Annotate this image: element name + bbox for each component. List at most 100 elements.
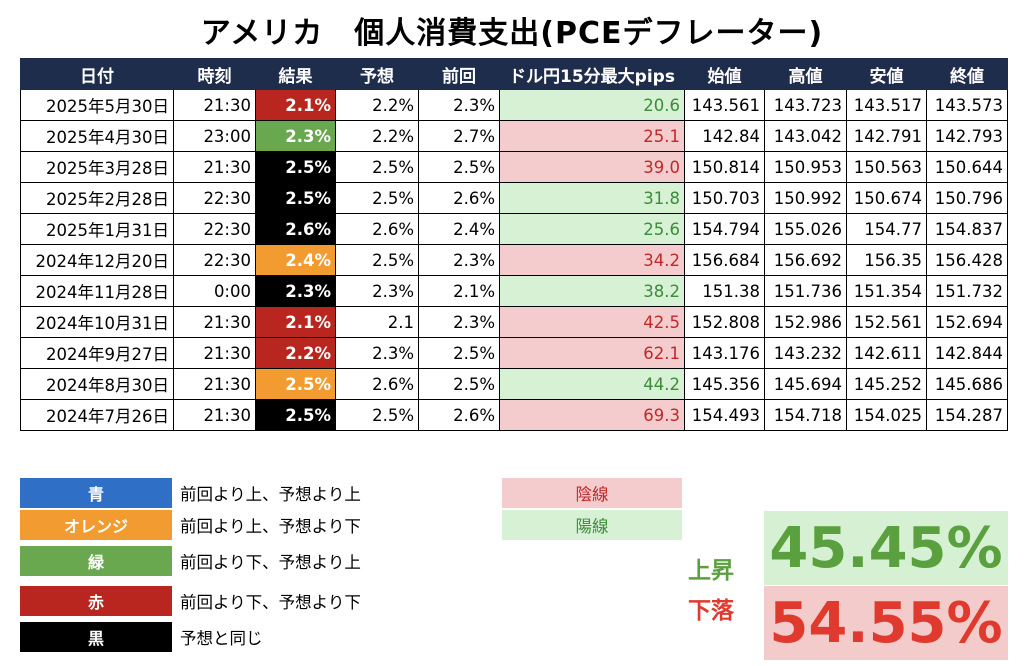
row-date: 2025年4月30日 (20, 120, 174, 152)
row-date: 2024年12月20日 (20, 244, 174, 276)
row-result: 2.2% (255, 337, 336, 369)
row-date: 2024年8月30日 (20, 368, 174, 400)
legend-description: 予想と同じ (180, 629, 263, 648)
row-date: 2024年11月28日 (20, 275, 174, 307)
row-forecast: 2.5% (335, 399, 419, 431)
row-result: 2.4% (255, 244, 336, 276)
table-row: 2025年5月30日 21:30 2.1% 2.2% 2.3% 20.6 143.561 14… (20, 89, 1008, 121)
pce-table: 日付 時刻 結果 予想 前回 ドル円15分最大pips 始値 高値 安値 終値 … (20, 58, 1008, 431)
header-close: 終値 (926, 58, 1008, 90)
row-time: 21:30 (173, 368, 256, 400)
row-low: 152.561 (846, 306, 927, 338)
row-high: 155.026 (764, 213, 847, 245)
legend-description: 前回より上、予想より上 (180, 485, 361, 504)
row-pips: 25.1 (499, 120, 685, 152)
row-pips: 69.3 (499, 399, 685, 431)
row-close: 142.793 (926, 120, 1008, 152)
row-forecast: 2.3% (335, 337, 419, 369)
row-high: 143.723 (764, 89, 847, 121)
table-row: 2025年3月28日 21:30 2.5% 2.5% 2.5% 39.0 150.814 15… (20, 151, 1008, 183)
table-row: 2024年12月20日 22:30 2.4% 2.5% 2.3% 34.2 156.684 1… (20, 244, 1008, 276)
row-close: 145.686 (926, 368, 1008, 400)
row-low: 142.611 (846, 337, 927, 369)
table-row: 2024年7月26日 21:30 2.5% 2.5% 2.6% 69.3 154.493 15… (20, 399, 1008, 431)
row-time: 22:30 (173, 244, 256, 276)
row-high: 143.042 (764, 120, 847, 152)
row-previous: 2.6% (418, 182, 500, 214)
row-time: 21:30 (173, 399, 256, 431)
up-percentage: 45.45% (764, 511, 1008, 585)
table-row: 2025年2月28日 22:30 2.5% 2.5% 2.6% 31.8 150.703 15… (20, 182, 1008, 214)
row-result: 2.1% (255, 89, 336, 121)
row-forecast: 2.5% (335, 151, 419, 183)
down-percentage: 54.55% (764, 586, 1008, 660)
row-high: 145.694 (764, 368, 847, 400)
bull-legend: 陽線 (502, 510, 682, 540)
row-forecast: 2.3% (335, 275, 419, 307)
row-high: 152.986 (764, 306, 847, 338)
header-time: 時刻 (173, 58, 256, 90)
row-result: 2.5% (255, 399, 336, 431)
table-row: 2024年11月28日 0:00 2.3% 2.3% 2.1% 38.2 151.38 151… (20, 275, 1008, 307)
row-previous: 2.6% (418, 399, 500, 431)
row-pips: 34.2 (499, 244, 685, 276)
header-date: 日付 (20, 58, 174, 90)
row-previous: 2.5% (418, 151, 500, 183)
row-pips: 31.8 (499, 182, 685, 214)
legend-description: 前回より下、予想より下 (180, 593, 361, 612)
row-close: 152.694 (926, 306, 1008, 338)
row-close: 154.837 (926, 213, 1008, 245)
row-low: 145.252 (846, 368, 927, 400)
row-close: 143.573 (926, 89, 1008, 121)
row-time: 22:30 (173, 182, 256, 214)
row-result: 2.3% (255, 275, 336, 307)
row-result: 2.5% (255, 151, 336, 183)
table-row: 2024年9月27日 21:30 2.2% 2.3% 2.5% 62.1 143.176 14… (20, 337, 1008, 369)
row-pips: 25.6 (499, 213, 685, 245)
header-open: 始値 (684, 58, 765, 90)
row-open: 154.493 (684, 399, 765, 431)
header-result: 結果 (255, 58, 336, 90)
row-date: 2025年3月28日 (20, 151, 174, 183)
table-body: 2025年5月30日 21:30 2.1% 2.2% 2.3% 20.6 143.561 14… (20, 89, 1008, 431)
row-pips: 20.6 (499, 89, 685, 121)
row-previous: 2.5% (418, 337, 500, 369)
row-close: 154.287 (926, 399, 1008, 431)
row-forecast: 2.5% (335, 244, 419, 276)
row-time: 21:30 (173, 89, 256, 121)
row-high: 150.992 (764, 182, 847, 214)
legend-swatch-red: 赤 (20, 586, 172, 616)
header-previous: 前回 (418, 58, 500, 90)
table-header-row: 日付 時刻 結果 予想 前回 ドル円15分最大pips 始値 高値 安値 終値 (20, 58, 1008, 90)
page-title: アメリカ 個人消費支出(PCEデフレーター) (200, 16, 824, 51)
row-forecast: 2.5% (335, 182, 419, 214)
row-pips: 38.2 (499, 275, 685, 307)
row-date: 2024年9月27日 (20, 337, 174, 369)
table-row: 2025年4月30日 23:00 2.3% 2.2% 2.7% 25.1 142.84 143… (20, 120, 1008, 152)
row-high: 150.953 (764, 151, 847, 183)
row-high: 143.232 (764, 337, 847, 369)
row-low: 143.517 (846, 89, 927, 121)
row-open: 151.38 (684, 275, 765, 307)
row-low: 154.77 (846, 213, 927, 245)
row-pips: 62.1 (499, 337, 685, 369)
row-result: 2.5% (255, 368, 336, 400)
row-high: 154.718 (764, 399, 847, 431)
row-high: 151.736 (764, 275, 847, 307)
header-low: 安値 (846, 58, 927, 90)
row-pips: 39.0 (499, 151, 685, 183)
down-label: 下落 (688, 598, 734, 624)
table-row: 2025年1月31日 22:30 2.6% 2.6% 2.4% 25.6 154.794 15… (20, 213, 1008, 245)
row-open: 143.176 (684, 337, 765, 369)
row-forecast: 2.6% (335, 368, 419, 400)
row-previous: 2.3% (418, 306, 500, 338)
row-close: 142.844 (926, 337, 1008, 369)
row-low: 156.35 (846, 244, 927, 276)
row-open: 150.814 (684, 151, 765, 183)
row-forecast: 2.2% (335, 89, 419, 121)
row-date: 2024年7月26日 (20, 399, 174, 431)
row-open: 154.794 (684, 213, 765, 245)
legend-swatch-green: 緑 (20, 546, 172, 576)
row-open: 142.84 (684, 120, 765, 152)
row-result: 2.6% (255, 213, 336, 245)
